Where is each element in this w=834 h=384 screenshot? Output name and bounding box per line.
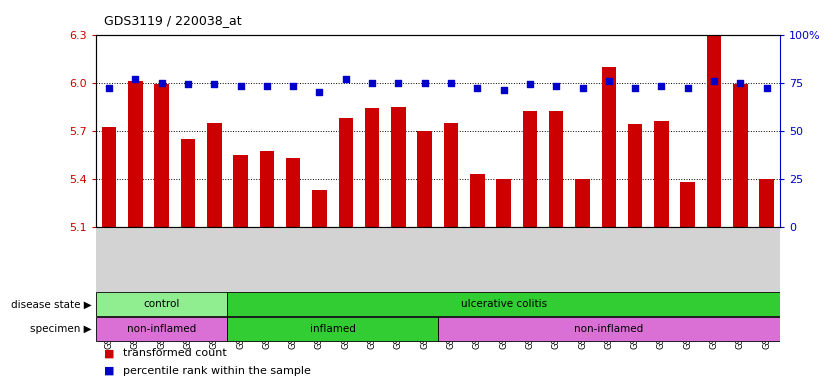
Point [655, 83, 668, 89]
Bar [418, 131, 432, 227]
Bar [706, 35, 721, 227]
Point [339, 76, 353, 82]
Text: ■: ■ [104, 366, 115, 376]
Point [523, 81, 536, 88]
Bar [601, 66, 616, 227]
Point [629, 85, 642, 91]
Text: GDS3119 / 220038_at: GDS3119 / 220038_at [104, 14, 242, 27]
Point [470, 85, 484, 91]
Text: specimen ▶: specimen ▶ [30, 324, 92, 334]
Point [155, 79, 168, 86]
Point [497, 87, 510, 93]
Bar [628, 124, 642, 227]
Point [392, 79, 405, 86]
Bar [312, 190, 327, 227]
Point [128, 76, 142, 82]
Point [734, 79, 747, 86]
Bar [339, 118, 353, 227]
Point [365, 79, 379, 86]
Bar [654, 121, 669, 227]
Point [550, 83, 563, 89]
Bar [733, 84, 747, 227]
Bar [391, 106, 405, 227]
Point [760, 85, 773, 91]
Bar [228, 318, 438, 341]
Point [681, 85, 695, 91]
Bar [181, 139, 195, 227]
Text: control: control [143, 299, 180, 310]
Bar [228, 293, 780, 316]
Point [575, 85, 589, 91]
Point [181, 81, 194, 88]
Bar [364, 108, 379, 227]
Text: ■: ■ [104, 348, 115, 358]
Point [418, 79, 431, 86]
Bar [549, 111, 564, 227]
Bar [496, 179, 511, 227]
Bar [444, 122, 458, 227]
Bar [681, 182, 695, 227]
Point [287, 83, 300, 89]
Bar [470, 174, 485, 227]
Point [103, 85, 116, 91]
Point [313, 89, 326, 95]
Bar [438, 318, 780, 341]
Text: transformed count: transformed count [123, 348, 226, 358]
Bar [259, 151, 274, 227]
Text: ulcerative colitis: ulcerative colitis [460, 299, 546, 310]
Bar [96, 318, 228, 341]
Text: inflamed: inflamed [309, 324, 355, 334]
Point [260, 83, 274, 89]
Bar [286, 158, 300, 227]
Bar [128, 81, 143, 227]
Bar [575, 179, 590, 227]
Text: non-inflamed: non-inflamed [127, 324, 196, 334]
Text: non-inflamed: non-inflamed [574, 324, 644, 334]
Bar [154, 84, 169, 227]
Point [602, 78, 615, 84]
Text: disease state ▶: disease state ▶ [11, 299, 92, 310]
Point [234, 83, 247, 89]
Point [208, 81, 221, 88]
Bar [760, 179, 774, 227]
Bar [234, 154, 248, 227]
Point [707, 78, 721, 84]
Point [445, 79, 458, 86]
Text: percentile rank within the sample: percentile rank within the sample [123, 366, 310, 376]
Bar [207, 122, 222, 227]
Bar [96, 293, 228, 316]
Bar [102, 127, 116, 227]
Bar [523, 111, 537, 227]
